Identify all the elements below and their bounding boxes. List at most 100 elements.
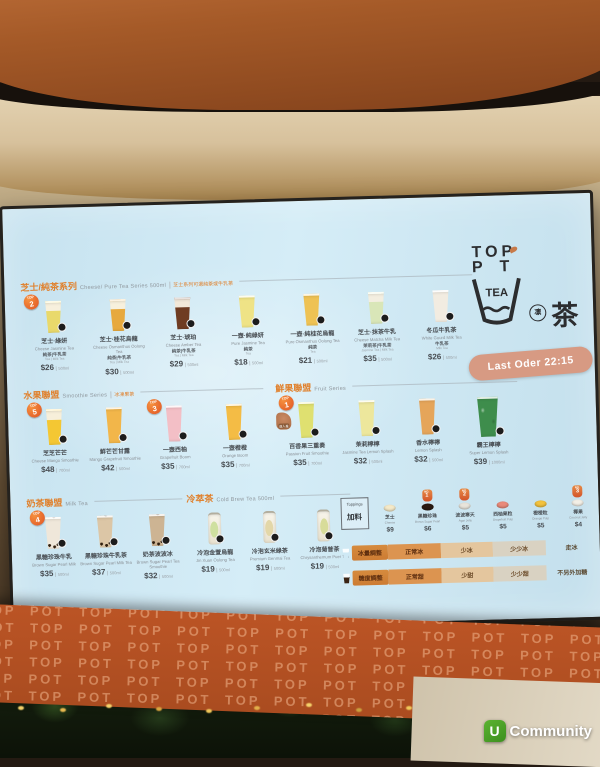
topping-name-en: Grapefruit Pulp bbox=[492, 517, 514, 522]
topping-icon bbox=[534, 500, 547, 508]
item-price: $21 | 500ml bbox=[298, 356, 328, 366]
section-header: 水果聯盟 Smoothie Series 冰凍果茶 bbox=[23, 382, 264, 402]
topping-item: NO. 1 黑糖珍珠 Brown Sugar Pearl $6 bbox=[408, 489, 447, 533]
item-name-cn: 黑糖珍珠牛乳茶 bbox=[84, 552, 128, 561]
item-price: $19 | 500ml bbox=[310, 561, 340, 571]
item-name-cn: 冷泡玄米綠茶 bbox=[251, 548, 288, 556]
top-rank-badge: TOP 1 bbox=[277, 394, 296, 412]
brand-seal-dot bbox=[251, 317, 261, 327]
item-price: $35 | 500ml bbox=[363, 354, 393, 364]
divider-line bbox=[140, 388, 264, 393]
item-name-cn: 香水檸檸 bbox=[416, 440, 441, 447]
menu-item: 芝士·琥珀 Cheese Amber Tea 純茶|牛乳茶 Tea | Milk … bbox=[150, 293, 217, 374]
adjustment-row: 糖度調整 正常甜 少甜 少少甜 不另外加糖 bbox=[342, 564, 598, 586]
topping-name-en: Agar Jelly bbox=[458, 518, 472, 523]
adjustment-option: 少少甜 bbox=[493, 565, 547, 582]
topping-icon bbox=[571, 499, 584, 507]
item-name-cn: 霸王檸檸 bbox=[476, 442, 501, 450]
item-name-en: Super Lemon Splash bbox=[469, 449, 509, 456]
item-price: $42 | 500ml bbox=[101, 463, 130, 473]
logo-cup-icon: TEA bbox=[471, 277, 521, 325]
item-name-cn: 茉莉檸檸 bbox=[355, 441, 380, 449]
drink-photo bbox=[316, 509, 334, 542]
item-name-cn: 一壺西柚 bbox=[162, 447, 188, 454]
menu-item: TOP 1 達人推 百香果三重奏 Passion Fruit Smoothie $… bbox=[275, 394, 338, 472]
topping-item: NO. 2 波波寒天 Agar Jelly $5 bbox=[446, 488, 485, 532]
item-name-en: Jasmine Tea Lemon Splash bbox=[342, 448, 394, 455]
brand-seal-dot bbox=[315, 315, 326, 325]
menu-item: 冷泡玄米綠茶 Premium Genmai Tea $19 | 500ml bbox=[241, 507, 297, 573]
ucommunity-logo-icon: U bbox=[483, 720, 506, 742]
section-note: 芝士系列可選純茶或牛乳茶 bbox=[169, 279, 234, 289]
brand-seal-dot bbox=[57, 322, 67, 332]
drink-photo bbox=[207, 512, 225, 545]
topping-name-en: Orange Pulp bbox=[532, 516, 550, 521]
drink-photo bbox=[44, 409, 68, 446]
topping-price: $5 bbox=[537, 521, 545, 530]
cup-icon bbox=[342, 548, 350, 558]
section-header: 鮮果聯盟 Fruit Series bbox=[275, 375, 518, 395]
brand-seal-dot bbox=[431, 424, 441, 434]
topping-name-en: Brown Sugar Pearl bbox=[414, 519, 441, 524]
drink-photo bbox=[164, 405, 188, 442]
item-name-cn: 芝士·抹茶牛乳 bbox=[357, 329, 397, 337]
topping-rank-badge: NO. 3 bbox=[572, 485, 583, 498]
item-name-en: Grapefruit Boom bbox=[159, 454, 191, 460]
brand-seal-dot bbox=[380, 313, 390, 323]
drink-photo bbox=[262, 510, 280, 544]
brand-seal-dot bbox=[109, 537, 119, 547]
section-title-en: Milk Tea bbox=[65, 501, 89, 508]
brand-seal-dot bbox=[215, 534, 225, 544]
topping-price: $5 bbox=[499, 522, 507, 531]
item-variant: 純茶|牛乳茶 Tea | Milk Tea bbox=[171, 347, 196, 358]
topping-rank-badge: NO. 2 bbox=[459, 488, 470, 501]
toppings-label-cn: 加料 bbox=[346, 512, 363, 522]
adjustment-label: 冰量調整 bbox=[351, 544, 389, 561]
cup-icon bbox=[342, 573, 350, 583]
divider-line bbox=[351, 380, 518, 387]
topping-icon bbox=[383, 504, 396, 512]
item-name-en: Cheese Matcha Milk Tea bbox=[354, 336, 401, 343]
warm-light-dots bbox=[18, 706, 24, 710]
brand-seal-dot bbox=[178, 431, 188, 441]
menu-item: TOP 2 芝士·綠妍 Cheese Jasmine Tea 純茶|牛乳茶 Tea … bbox=[21, 293, 88, 378]
item-name-en: Cheese Mango Smoothie bbox=[31, 457, 79, 464]
item-name-en: Brown Sugar Pearl Milk Tea bbox=[80, 559, 132, 567]
item-price: $35 | 700ml bbox=[293, 457, 323, 468]
menu-item: TOP 3 一壺西柚 Grapefruit Boom $35 | 700ml bbox=[144, 397, 206, 472]
section-title-cn: 奶茶聯盟 bbox=[26, 497, 63, 509]
item-name-en: Cheese Amber Tea bbox=[165, 341, 202, 348]
watermark-text: Community bbox=[509, 722, 593, 740]
logo-tea-character: 茶 bbox=[550, 300, 579, 331]
section-title-en: Cheese/ Pure Tea Series 500ml bbox=[79, 282, 167, 292]
topping-price: $5 bbox=[461, 523, 470, 532]
item-price: $48 | 700ml bbox=[41, 464, 70, 475]
item-variant: 茉莉茶|牛乳茶 Jasmine Tea | Milk Tea bbox=[361, 342, 394, 353]
menu-item: 冬瓜牛乳茶 White Gourd Milk Tea 牛乳茶 Milk Tea $… bbox=[408, 286, 475, 367]
drink-photo bbox=[237, 295, 261, 328]
topping-item: 芝士 Cheese $9 bbox=[370, 490, 409, 534]
brand-seal-dot bbox=[118, 432, 128, 443]
topping-item: NO. 3 椰果 Coconut Jelly $4 bbox=[559, 485, 598, 529]
section-smoothie: 水果聯盟 Smoothie Series 冰凍果茶 TOP 5 芝芝芒芒 Chee… bbox=[23, 382, 265, 475]
item-price: $35 | 500ml bbox=[39, 569, 69, 579]
menu-item: 一壺·純綠妍 Pure Jasmine Tea 純茶 Tea $18 | 500ml bbox=[214, 292, 281, 373]
item-name-cn: 一壺·純綠妍 bbox=[231, 333, 264, 340]
topping-item: 橙橙粒 Orange Pulp $5 bbox=[521, 486, 560, 530]
adjustment-option: 走冰 bbox=[565, 545, 578, 552]
menu-item: 霸王檸檸 Super Lemon Splash $39 | 1000ml bbox=[457, 393, 519, 467]
item-price: $32 | 500ml bbox=[414, 454, 443, 464]
item-variant: 純茶|牛乳茶 Tea | Milk Tea bbox=[107, 354, 132, 365]
adjustment-rows: 冰量調整 正常冰 少冰 少少冰 走冰 糖度調整 正常甜 少甜 少少甜 不另外加糖 bbox=[342, 539, 599, 586]
item-name-en: Brown Sugar Pearl Tea Smoothie bbox=[136, 558, 180, 570]
ceiling-soffit-band bbox=[0, 96, 600, 200]
drink-photo bbox=[43, 301, 67, 334]
item-name-cn: 冬瓜牛乳茶 bbox=[426, 327, 457, 335]
item-name-en: Premium Genmai Tea bbox=[249, 555, 291, 562]
item-name-en: Cheese Osmanthus Oolong Tea bbox=[93, 343, 145, 355]
brand-seal-dot bbox=[310, 427, 320, 437]
section-milk-tea: 奶茶聯盟 Milk Tea TOP 4 黑糖珍珠牛乳 Brown Sugar Pe… bbox=[26, 492, 184, 583]
menu-item: 香水檸檸 Lemon Splash $32 | 500ml bbox=[397, 395, 459, 469]
topping-icon bbox=[458, 502, 471, 510]
